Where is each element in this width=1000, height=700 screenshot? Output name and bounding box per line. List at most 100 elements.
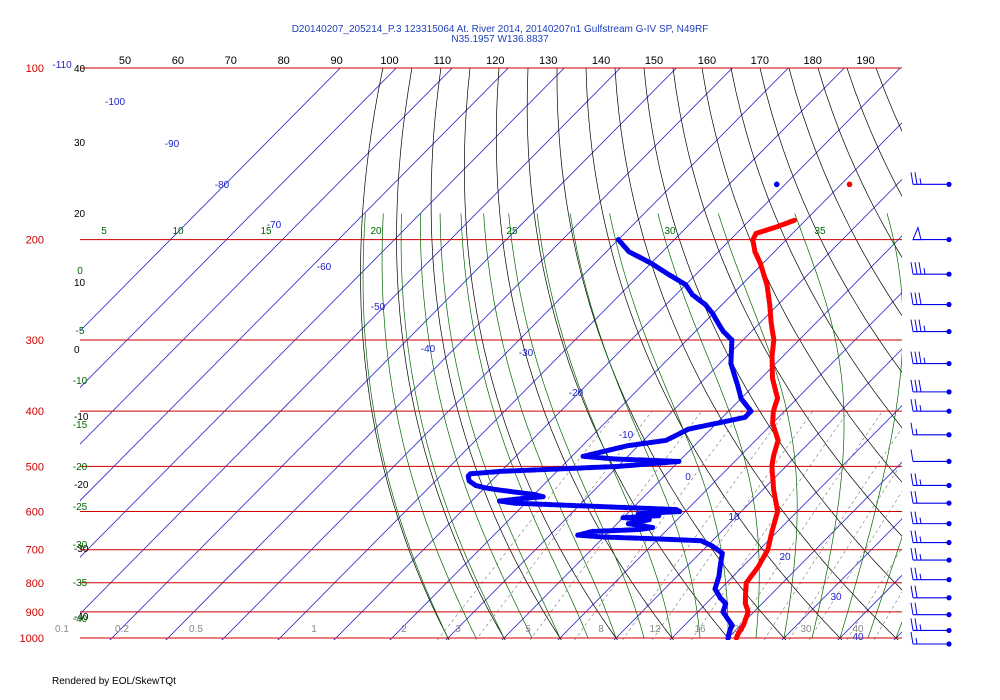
moist-adiabat-line <box>508 213 645 639</box>
wind-barb <box>910 449 952 465</box>
dewpoint-point <box>615 236 622 243</box>
mixing-ratio-label: 40 <box>852 624 864 635</box>
top-tick-label: 100 <box>380 55 398 67</box>
moist-adiabat-line <box>400 213 505 639</box>
isotherm-label: 20 <box>779 552 791 563</box>
wind-barb <box>910 379 952 395</box>
wind-barb <box>912 226 952 243</box>
isotherm-line <box>80 68 621 615</box>
mixing-ratio-line <box>763 427 902 640</box>
dry-adiabat-line <box>495 68 674 640</box>
dry-adiabat-label: -40 <box>74 612 89 623</box>
wind-barb-feather <box>914 548 918 561</box>
mixing-ratio-line <box>846 547 902 640</box>
wind-barb <box>910 631 952 647</box>
wind-barb-half-feather <box>923 325 926 332</box>
moist-adiabat-line <box>362 213 449 639</box>
wind-barb <box>910 491 952 506</box>
dry-adiabat-label: -10 <box>74 412 89 423</box>
wind-barb-feather <box>910 567 914 580</box>
wind-barb-feather <box>910 292 914 305</box>
dry-adiabat-line <box>585 68 843 640</box>
wind-barb-half-feather <box>919 517 922 524</box>
mixing-ratio-label: 12 <box>649 624 661 635</box>
isotherm-label: 40 <box>852 632 864 643</box>
render-credit: Rendered by EOL/SkewTQt <box>52 676 176 687</box>
isotherm-line <box>109 68 677 640</box>
moist-adiabat-label: -15 <box>73 420 88 431</box>
mixing-ratio-line <box>873 591 902 640</box>
dry-adiabat-line <box>526 68 731 640</box>
top-tick-label: 130 <box>539 55 557 67</box>
isotherm-label: 10 <box>728 512 740 523</box>
wind-barb-half-feather <box>919 405 922 412</box>
wind-barb-feather <box>910 319 914 332</box>
wind-barb-half-feather <box>915 428 918 435</box>
dry-adiabat-label: 0 <box>74 345 80 356</box>
moist-adiabat-label: -20 <box>73 462 88 473</box>
isotherm-line <box>165 68 733 640</box>
wind-barb-feather <box>914 511 918 524</box>
isotherm-line <box>837 574 902 640</box>
top-tick-label: 150 <box>645 55 663 67</box>
wind-barb-feather <box>910 511 914 524</box>
wind-barb-feather <box>914 530 918 543</box>
dry-adiabat-line <box>905 68 1000 650</box>
wind-barb-feather <box>914 262 918 275</box>
wind-barb-feather <box>910 585 914 598</box>
top-tick-label: 110 <box>434 55 452 67</box>
isotherm-label: -90 <box>165 139 180 150</box>
wind-barb-feather <box>910 473 914 486</box>
moist-adiabat-line <box>536 213 673 639</box>
wind-barb <box>910 530 952 546</box>
wind-barb-feather <box>910 548 914 561</box>
pressure-tick-label: 900 <box>26 607 44 619</box>
moist-adiabat-label: -40 <box>73 614 88 625</box>
temperature-point <box>791 217 797 223</box>
wind-barb-feather <box>914 351 918 364</box>
isotherm-label: -10 <box>619 430 634 441</box>
wind-barb-half-feather <box>919 573 922 580</box>
wind-barb-feather <box>910 172 914 185</box>
wind-barb-feather <box>918 319 922 332</box>
isotherm-label: -30 <box>519 348 534 359</box>
moist-adiabat-line <box>439 213 561 639</box>
isotherm-line <box>80 68 509 502</box>
mixing-ratio-label: 1 <box>311 624 317 635</box>
isotherm-line <box>613 348 902 640</box>
dry-adiabat-line <box>788 68 902 317</box>
mixing-ratio-line <box>574 411 743 640</box>
wind-barb <box>910 292 952 308</box>
moist-adiabat-label: 5 <box>101 226 107 237</box>
mixing-ratio-label: 5 <box>525 624 531 635</box>
wind-barb-feather <box>914 602 918 615</box>
wind-barb-feather <box>910 618 914 631</box>
wind-barb <box>910 351 952 367</box>
mixing-ratio-line <box>475 411 653 640</box>
top-tick-label: 50 <box>119 55 131 67</box>
mixing-ratio-line <box>788 462 902 640</box>
pressure-tick-label: 1000 <box>20 633 44 645</box>
wind-barb-feather <box>910 449 914 462</box>
profile-traces <box>465 181 853 640</box>
mixing-ratio-label: 0.2 <box>115 624 129 635</box>
wind-barb-feather <box>910 602 914 615</box>
wind-barb-feather <box>918 379 922 392</box>
wind-barb-feather <box>914 618 918 631</box>
dry-adiabat-line <box>875 68 902 132</box>
top-tick-label: 170 <box>751 55 769 67</box>
moist-adiabat-label: 20 <box>370 226 382 237</box>
dry-adiabat-label: 30 <box>74 138 86 149</box>
wind-barb-feather <box>910 262 914 275</box>
wind-barb-feather <box>910 530 914 543</box>
top-tick-label: 180 <box>804 55 822 67</box>
dry-adiabat-label: 40 <box>74 64 86 75</box>
wind-barb-feather <box>910 422 914 435</box>
wind-barb <box>910 618 952 634</box>
dry-adiabat-line <box>992 68 1000 650</box>
wind-barb-feather <box>910 351 914 364</box>
wind-barb-half-feather <box>919 624 922 631</box>
pressure-tick-label: 700 <box>26 545 44 557</box>
dry-adiabat-label: 10 <box>74 278 86 289</box>
temperature-point <box>846 181 853 188</box>
